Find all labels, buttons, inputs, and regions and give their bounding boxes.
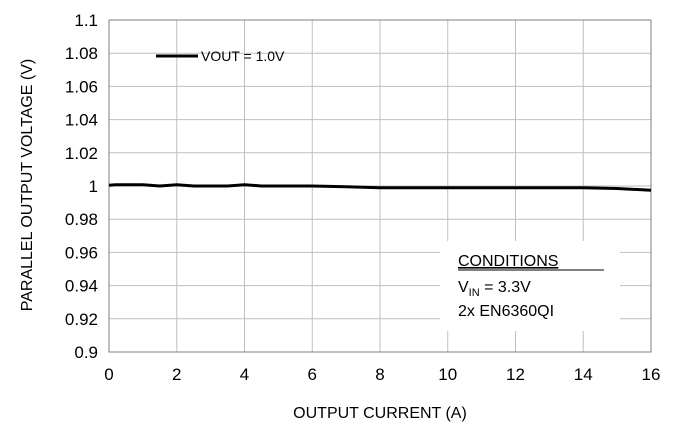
legend: VOUT = 1.0V: [156, 48, 285, 64]
x-tick-label: 8: [375, 365, 384, 384]
x-axis-title: OUTPUT CURRENT (A): [293, 405, 467, 422]
y-tick-label: 1.04: [65, 111, 98, 130]
x-tick-label: 2: [172, 365, 181, 384]
y-tick-label: 0.96: [65, 243, 98, 262]
y-axis-title: PARALLEL OUTPUT VOLTAGE (V): [19, 59, 36, 312]
y-tick-label: 0.9: [74, 343, 98, 362]
y-tick-label: 1.02: [65, 144, 98, 163]
conditions-heading: CONDITIONS: [458, 253, 558, 270]
vin-value: = 3.3V: [480, 279, 531, 296]
conditions-annotation: CONDITIONS VIN = 3.3V 2x EN6360QI: [440, 241, 620, 331]
x-tick-label: 16: [642, 365, 661, 384]
x-tick-label: 10: [438, 365, 457, 384]
y-tick-label: 1: [89, 177, 98, 196]
x-tick-label: 6: [308, 365, 317, 384]
vin-subscript: IN: [469, 287, 480, 299]
y-tick-label: 1.1: [74, 11, 98, 30]
series-group: [108, 183, 652, 192]
y-tick-label: 1.08: [65, 44, 98, 63]
series-line-vout: [108, 183, 652, 192]
x-axis-ticks: 0 2 4 6 8 10 12 14 16: [104, 365, 660, 384]
conditions-box: [440, 241, 620, 331]
y-tick-label: 0.98: [65, 210, 98, 229]
y-tick-label: 0.92: [65, 310, 98, 329]
conditions-vin: VIN = 3.3V: [458, 279, 531, 299]
y-tick-label: 0.94: [65, 277, 98, 296]
plot-area-frame: [108, 19, 652, 353]
y-axis-ticks: 0.9 0.92 0.94 0.96 0.98 1 1.02 1.04 1.06 1.08 1.1: [65, 11, 98, 362]
conditions-device: 2x EN6360QI: [458, 303, 554, 320]
legend-label-vout: VOUT = 1.0V: [201, 48, 285, 64]
y-tick-label: 1.06: [65, 77, 98, 96]
vin-symbol: V: [458, 279, 469, 296]
x-tick-label: 12: [506, 365, 525, 384]
x-tick-label: 4: [240, 365, 249, 384]
x-tick-label: 14: [574, 365, 593, 384]
x-tick-label: 0: [104, 365, 113, 384]
